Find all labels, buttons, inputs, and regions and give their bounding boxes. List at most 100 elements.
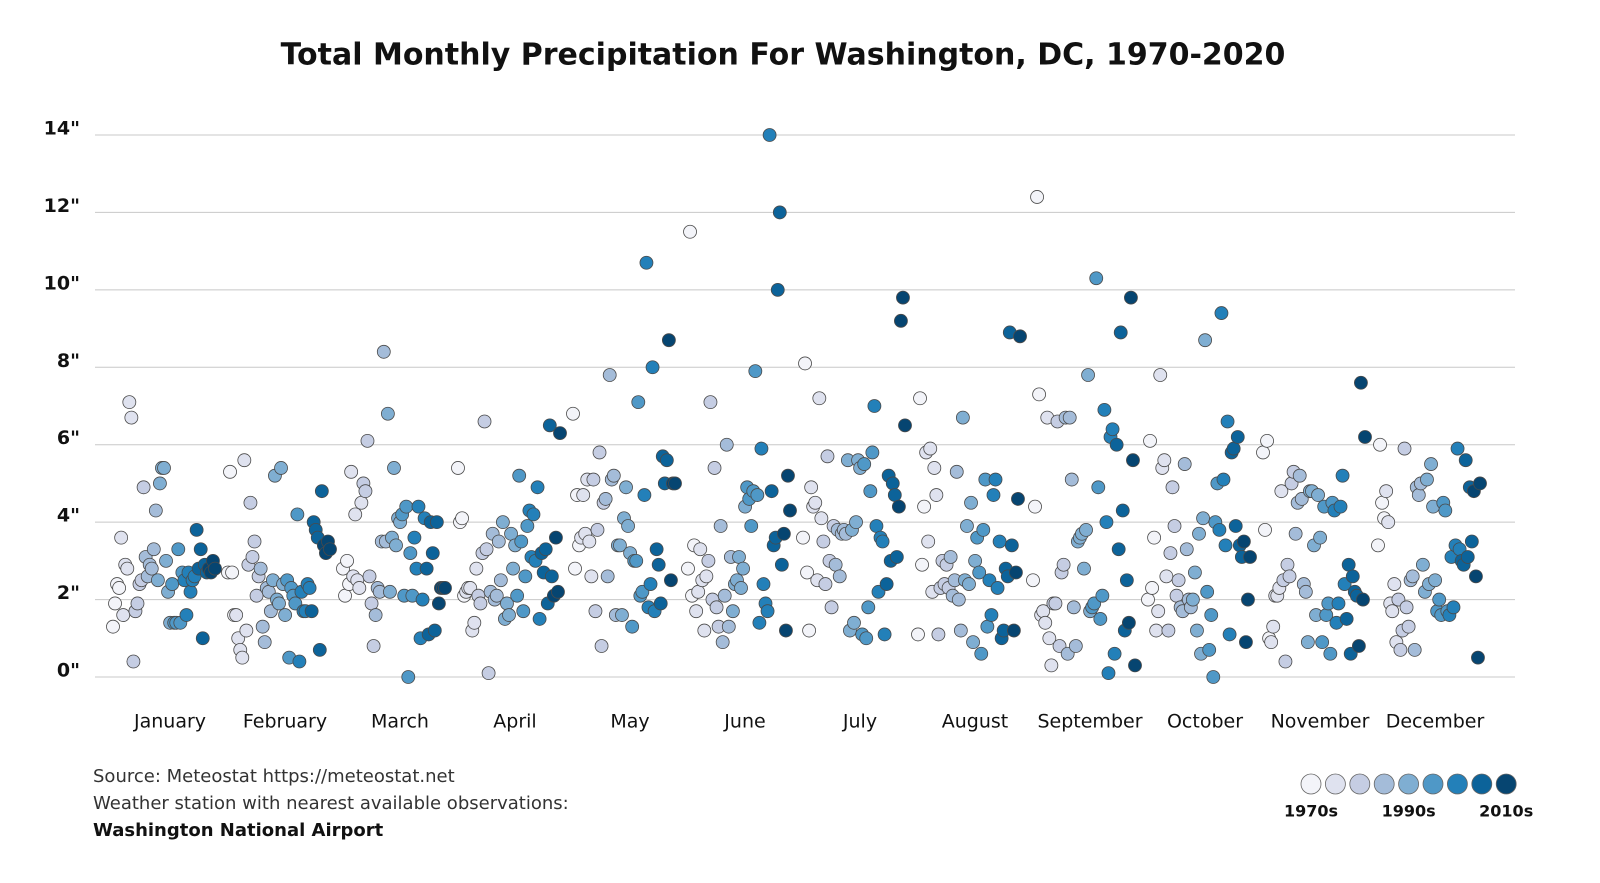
data-point [600,569,615,584]
data-point [1220,414,1235,429]
data-point [1226,441,1241,456]
legend-swatch [1325,773,1346,795]
data-point [754,441,769,456]
y-tick-label: 14" [44,118,80,140]
data-point [668,476,682,491]
data-point [962,577,976,591]
data-point [1335,468,1350,483]
data-point [1081,368,1095,382]
data-point [1373,437,1387,452]
data-point [643,577,658,591]
data-point [451,461,465,475]
data-point [812,391,827,406]
month-label: November [1271,711,1370,733]
data-point [340,553,354,568]
data-point [1450,441,1465,456]
data-point [651,557,666,572]
data-point [1111,542,1126,557]
data-point [887,488,902,502]
data-point [631,395,646,410]
data-point [366,639,381,653]
data-point [697,623,712,638]
data-point [544,569,559,584]
data-point [1356,592,1370,607]
data-point [290,507,305,522]
data-point [1097,402,1112,417]
data-point [1153,368,1168,382]
data-point [943,550,958,564]
data-point [709,600,724,615]
data-point [415,592,430,607]
data-point [502,608,516,622]
y-tick-label: 4" [57,505,80,527]
month-label: July [842,711,877,733]
data-point [338,588,352,603]
data-point [195,631,210,646]
data-point [770,282,785,297]
data-point [1089,271,1104,286]
data-point [1315,635,1330,650]
data-point [272,596,286,611]
data-point [427,623,442,638]
data-point [150,573,165,588]
data-point [664,573,678,588]
data-point [621,519,635,533]
data-point [1026,573,1040,588]
data-point [1149,623,1164,638]
data-point [1464,534,1479,549]
data-point [625,619,640,634]
data-point [691,584,706,599]
data-point [1091,480,1106,495]
data-point [549,530,563,545]
data-point [582,534,597,549]
data-point [972,565,987,580]
data-point [1216,472,1231,487]
data-point [629,553,644,568]
data-point [302,581,317,595]
data-point [473,596,488,611]
data-point [885,476,900,491]
data-point [429,515,444,530]
data-point [1241,592,1255,607]
data-point [1013,329,1027,344]
data-point [1351,639,1366,653]
data-point [106,619,120,634]
data-point [725,604,740,619]
data-point [538,542,553,557]
data-point [1101,666,1116,681]
data-point [491,534,506,549]
data-point [292,654,307,669]
data-point [1192,526,1206,541]
data-point [431,596,446,611]
data-point [1121,615,1136,630]
data-point [891,499,906,514]
data-point [1239,635,1253,650]
data-point [713,519,728,533]
data-point [1056,557,1071,572]
data-point [800,565,814,580]
data-point [594,639,609,653]
data-point [568,561,582,576]
data-point [1405,569,1420,584]
data-point [249,588,264,603]
data-point [861,600,876,615]
data-point [144,561,159,576]
data-point [344,464,359,479]
data-point [1011,492,1025,506]
data-point [526,507,541,522]
data-point [1004,538,1019,553]
data-point [917,499,932,514]
data-point [1126,453,1140,468]
data-point [1358,430,1372,444]
data-point [637,488,652,502]
data-point [781,468,795,483]
data-point [165,577,180,591]
data-point [1179,542,1194,557]
data-point [495,515,510,530]
data-point [1048,596,1063,611]
data-point [701,553,716,568]
data-point [1345,569,1360,584]
data-point [354,495,369,510]
data-point [867,399,882,413]
data-point [380,406,395,421]
